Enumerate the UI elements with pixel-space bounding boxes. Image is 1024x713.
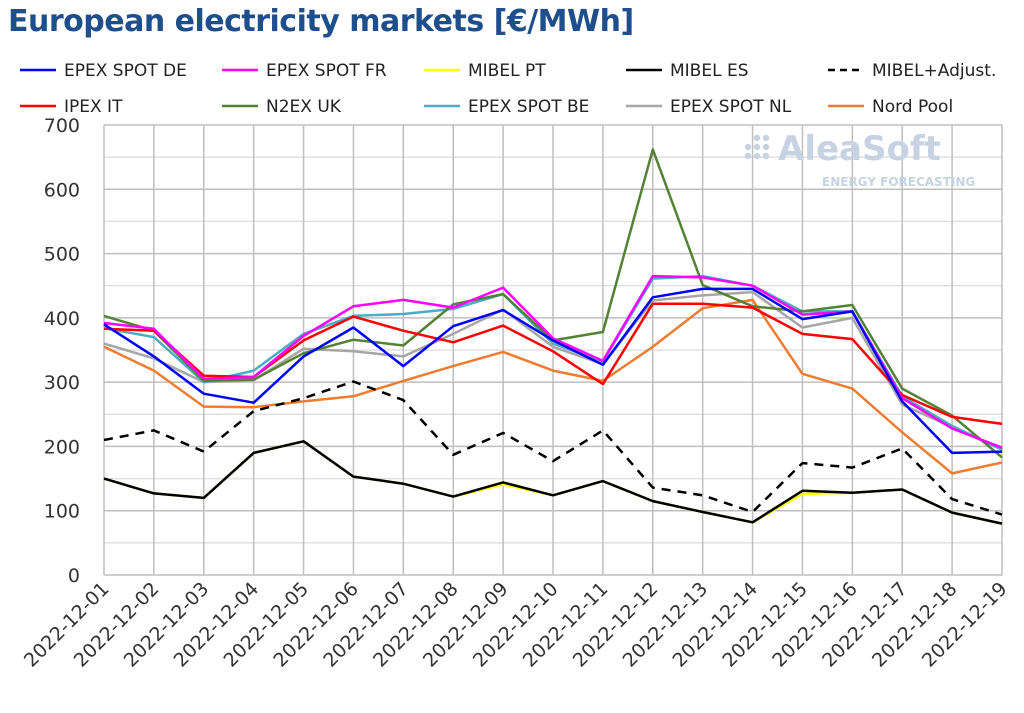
watermark-logo <box>744 134 770 160</box>
y-tick-label: 700 <box>44 115 80 137</box>
watermark-subtext: ENERGY FORECASTING <box>822 175 975 189</box>
watermark-dot <box>762 143 770 151</box>
watermark-dot <box>744 143 752 151</box>
watermark-dot <box>753 134 761 142</box>
watermark-dot <box>753 152 761 160</box>
series-line-epex-spot-de <box>103 287 1003 455</box>
watermark-dot <box>762 152 770 160</box>
y-tick-label: 200 <box>44 436 80 458</box>
series-line-nord-pool <box>103 298 1003 475</box>
y-tick-label: 500 <box>44 244 80 266</box>
legend-label: Nord Pool <box>872 97 953 117</box>
watermark-text: AleaSoft <box>778 129 941 169</box>
y-tick-label: 600 <box>44 179 80 201</box>
series-line-mibel-es <box>103 440 1003 525</box>
legend-label: EPEX SPOT FR <box>266 61 387 81</box>
x-tick-label: 2022-12-01 <box>20 578 114 672</box>
legend-label: MIBEL ES <box>670 61 749 81</box>
legend-label: EPEX SPOT DE <box>64 61 187 81</box>
chart-title: European electricity markets [€/MWh] <box>8 4 634 39</box>
legend-label: IPEX IT <box>64 97 123 117</box>
legend-label: MIBEL PT <box>468 61 546 81</box>
series-line-mibel-adjust <box>103 380 1003 516</box>
watermark-dot <box>762 134 770 142</box>
legend-label: EPEX SPOT BE <box>468 97 589 117</box>
watermark-dot <box>753 143 761 151</box>
watermark-dot <box>744 152 752 160</box>
y-tick-label: 300 <box>44 372 80 394</box>
y-tick-label: 400 <box>44 308 80 330</box>
legend-label: N2EX UK <box>266 97 342 117</box>
legend-label: MIBEL+Adjust. <box>872 61 996 81</box>
y-tick-label: 0 <box>68 565 80 587</box>
y-tick-label: 100 <box>44 501 80 523</box>
legend-label: EPEX SPOT NL <box>670 97 792 117</box>
